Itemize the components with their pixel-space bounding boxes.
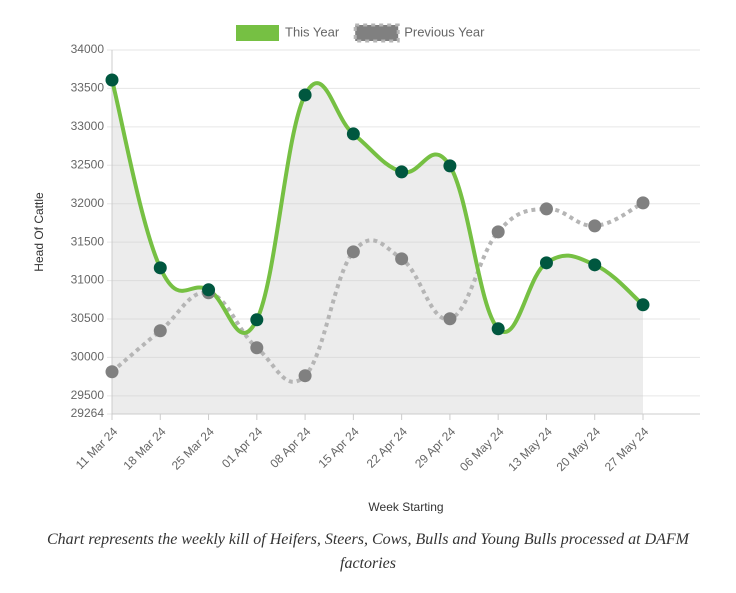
point (298, 88, 312, 102)
x-tick-label: 22 Apr 24 (364, 424, 410, 470)
point (588, 258, 602, 272)
y-tick-label: 33500 (71, 81, 105, 95)
point (539, 256, 553, 270)
y-tick-label: 29264 (71, 406, 105, 420)
point (395, 252, 409, 266)
point (153, 324, 167, 338)
legend-label: This Year (285, 24, 340, 39)
x-tick-label: 13 May 24 (505, 424, 555, 474)
x-tick-label: 08 Apr 24 (267, 424, 313, 470)
y-tick-label: 34000 (71, 42, 105, 56)
x-tick-label: 06 May 24 (457, 424, 507, 474)
y-axis-title: Head Of Cattle (32, 192, 46, 272)
y-tick-label: 32000 (71, 196, 105, 210)
point (105, 365, 119, 379)
point (491, 322, 505, 336)
x-tick-label: 01 Apr 24 (219, 424, 265, 470)
x-tick-label: 18 Mar 24 (121, 424, 169, 472)
point (636, 298, 650, 312)
x-tick-label: 27 May 24 (602, 424, 652, 474)
legend-swatch (236, 25, 279, 41)
point (443, 312, 457, 326)
x-tick-label: 15 Apr 24 (316, 424, 362, 470)
y-tick-label: 30500 (71, 311, 105, 325)
area (112, 79, 643, 414)
point (153, 261, 167, 275)
point (346, 245, 360, 259)
y-tick-label: 32500 (71, 157, 105, 171)
point (539, 202, 553, 216)
y-tick-label: 31000 (71, 273, 105, 287)
x-tick-label: 29 Apr 24 (412, 424, 458, 470)
point (491, 225, 505, 239)
point (105, 73, 119, 87)
x-tick-label: 20 May 24 (554, 424, 604, 474)
point (298, 369, 312, 383)
y-tick-label: 30000 (71, 350, 105, 364)
legend-swatch (353, 23, 400, 43)
chart: Week Starting Head Of Cattle 29264 29500 3… (32, 23, 700, 514)
point (250, 341, 264, 355)
point (588, 219, 602, 233)
legend-label: Previous Year (404, 24, 485, 39)
y-tick-label: 29500 (71, 388, 105, 402)
point (346, 127, 360, 141)
y-tick-label: 33000 (71, 119, 105, 133)
x-tick-label: 25 Mar 24 (169, 424, 217, 472)
x-axis-title: Week Starting (368, 500, 443, 514)
x-tick-label: 11 Mar 24 (73, 424, 121, 472)
line (110, 201, 644, 384)
point (250, 313, 264, 327)
point (636, 196, 650, 210)
caption: Chart represents the weekly kill of Heif… (46, 531, 689, 572)
point (395, 165, 409, 179)
point (202, 283, 216, 297)
y-tick-label: 31500 (71, 234, 105, 248)
point (443, 159, 457, 173)
